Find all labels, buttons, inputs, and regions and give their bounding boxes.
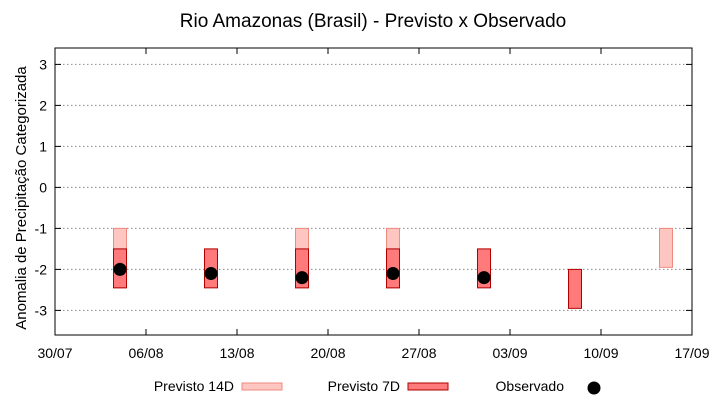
legend: Previsto 14D Previsto 7D Observado [154, 378, 601, 395]
y-tick-label: 0 [39, 179, 47, 195]
legend-swatch [407, 382, 449, 391]
point-observado [113, 262, 127, 276]
y-tick-label: 1 [39, 138, 47, 154]
x-tick-label: 20/08 [310, 345, 345, 361]
legend-label: Observado [496, 378, 565, 394]
y-tick-label: 2 [39, 97, 47, 113]
x-tick-label: 30/07 [37, 345, 72, 361]
bar-previsto-7d [568, 268, 582, 309]
x-tick-label: 06/08 [128, 345, 163, 361]
x-tick-label: 27/08 [401, 345, 436, 361]
bar-previsto-14d [659, 227, 673, 268]
x-tick-label: 17/09 [674, 345, 709, 361]
chart-title: Rio Amazonas (Brasil) - Previsto x Obser… [180, 11, 566, 32]
grid [55, 63, 692, 311]
point-observado [386, 267, 400, 280]
x-axis-ticks: 30/07 06/08 13/08 20/08 27/08 03/09 10/09 17/09 [37, 48, 710, 361]
y-tick-label: -1 [35, 220, 48, 236]
y-tick-label: 3 [39, 56, 47, 72]
point-observado [295, 271, 309, 285]
legend-label: Previsto 14D [154, 378, 234, 394]
x-tick-label: 13/08 [219, 345, 254, 361]
y-tick-label: -2 [35, 261, 48, 277]
legend-swatch [241, 382, 283, 391]
y-axis-ticks: 3 2 1 0 -1 -2 -3 [35, 56, 692, 318]
plot-frame [54, 47, 693, 336]
legend-label: Previsto 7D [328, 378, 400, 394]
y-axis-label: Anomalia de Precipitação Categorizada [13, 66, 30, 330]
x-tick-label: 10/09 [583, 345, 618, 361]
y-tick-label: -3 [35, 302, 48, 318]
series-observado [113, 262, 491, 285]
x-tick-label: 03/09 [492, 345, 527, 361]
legend-swatch [587, 381, 601, 395]
point-observado [204, 267, 218, 280]
series-previsto-7d [113, 248, 582, 309]
point-observado [477, 271, 491, 285]
